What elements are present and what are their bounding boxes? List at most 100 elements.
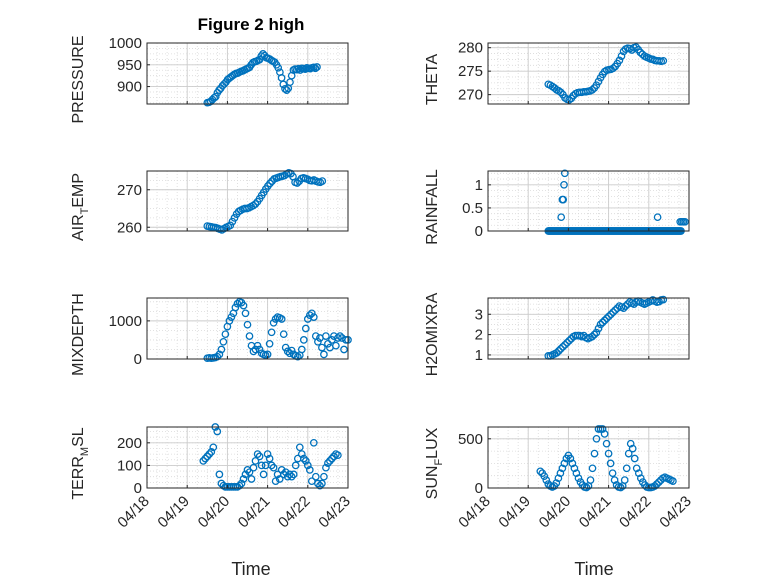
data-point xyxy=(320,472,328,481)
data-point xyxy=(287,472,296,481)
data-point xyxy=(283,347,292,356)
axes-box xyxy=(487,42,690,105)
data-point xyxy=(265,339,274,348)
y-tick-label: 1 xyxy=(475,347,483,364)
data-point xyxy=(255,345,264,354)
data-point xyxy=(634,469,643,478)
data-point xyxy=(336,332,344,340)
y-tick-label: 1 xyxy=(475,177,483,194)
data-point xyxy=(659,295,668,304)
axes-box xyxy=(487,297,690,360)
data-point xyxy=(559,342,567,351)
y-axis-label: THETA xyxy=(424,54,441,106)
data-point xyxy=(267,328,276,337)
data-point xyxy=(608,469,617,478)
data-point xyxy=(309,438,318,447)
data-point xyxy=(615,56,624,65)
data-point xyxy=(556,469,565,478)
subplot-rainfall: 0 0.5 1 RAINFALL xyxy=(424,169,690,245)
data-point xyxy=(570,464,579,473)
y-tick-label: 500 xyxy=(458,431,483,448)
data-point xyxy=(281,468,290,477)
data-point xyxy=(636,474,645,483)
axes-box xyxy=(146,42,349,105)
data-point xyxy=(568,459,577,468)
data-point xyxy=(243,320,252,329)
data-point xyxy=(565,336,574,345)
data-point xyxy=(271,477,280,486)
data-point xyxy=(215,470,224,479)
figure-title: Figure 2 high xyxy=(198,15,305,34)
data-point xyxy=(263,450,272,458)
data-point xyxy=(265,454,274,463)
data-point xyxy=(275,475,284,483)
y-axis-label: SUNFLUX xyxy=(424,427,445,499)
subplot-pressure: 900 950 1000 PRESSURE xyxy=(70,35,349,124)
data-point xyxy=(340,345,348,354)
data-point xyxy=(281,84,289,93)
y-tick-label: 275 xyxy=(458,63,483,80)
data-point xyxy=(239,301,248,310)
data-point xyxy=(542,476,551,484)
axes-box xyxy=(146,170,349,232)
data-point xyxy=(669,477,677,485)
data-point xyxy=(560,180,568,189)
y-tick-label: 200 xyxy=(117,435,142,452)
data-point xyxy=(311,472,320,481)
x-axis-label-right: Time xyxy=(574,559,613,579)
y-tick-label: 0 xyxy=(134,480,142,497)
data-point xyxy=(205,450,214,458)
axes-box xyxy=(146,297,349,360)
data-point xyxy=(313,63,321,71)
data-point xyxy=(626,439,635,448)
data-point xyxy=(251,457,260,465)
data-point xyxy=(620,476,629,484)
data-point xyxy=(213,352,222,361)
data-point xyxy=(221,330,230,339)
y-tick-label: 100 xyxy=(117,457,142,474)
data-point xyxy=(574,474,583,483)
data-point xyxy=(588,332,597,341)
data-point xyxy=(307,309,316,318)
y-tick-label: 3 xyxy=(475,306,483,323)
data-point xyxy=(314,337,322,346)
data-point xyxy=(309,313,318,321)
data-point xyxy=(681,217,689,226)
data-point xyxy=(293,352,302,361)
data-point xyxy=(600,430,609,438)
data-point xyxy=(602,439,611,448)
data-point xyxy=(247,475,256,483)
data-point xyxy=(249,463,258,472)
y-tick-label: 280 xyxy=(458,40,483,57)
data-point xyxy=(607,310,615,319)
data-point xyxy=(277,315,286,323)
data-point xyxy=(245,332,254,340)
data-point xyxy=(241,309,250,318)
data-point xyxy=(253,450,262,458)
y-tick-label: 0 xyxy=(134,351,142,368)
data-point xyxy=(328,454,336,463)
data-point xyxy=(318,343,326,352)
data-point xyxy=(630,454,639,463)
data-point xyxy=(295,443,304,452)
data-point xyxy=(259,470,268,479)
data-point xyxy=(592,434,601,443)
y-tick-label: 900 xyxy=(117,79,142,96)
data-point xyxy=(279,80,288,89)
data-point xyxy=(303,461,312,470)
data-point xyxy=(255,452,264,461)
data-point xyxy=(235,481,244,490)
y-tick-label: 0.5 xyxy=(462,200,483,217)
data-point xyxy=(560,169,569,178)
data-point xyxy=(594,77,603,86)
data-point xyxy=(622,464,631,473)
data-point xyxy=(556,88,565,97)
data-point xyxy=(227,313,236,321)
data-point xyxy=(301,324,310,333)
y-tick-label: 270 xyxy=(458,87,483,104)
data-point xyxy=(241,470,250,479)
data-point xyxy=(324,339,332,348)
data-point xyxy=(299,454,308,463)
data-point xyxy=(253,341,262,350)
data-point xyxy=(239,475,248,483)
